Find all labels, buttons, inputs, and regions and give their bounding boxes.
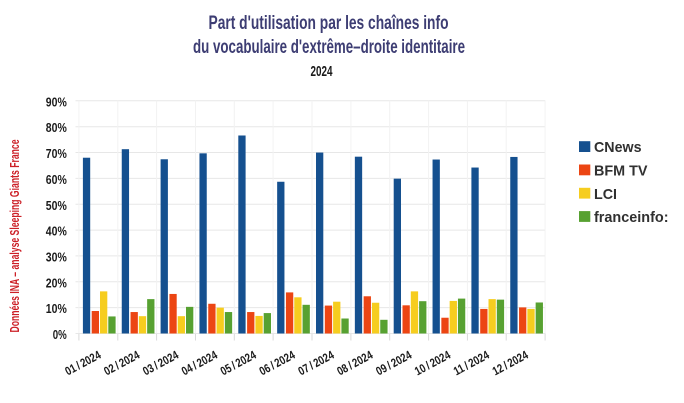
svg-text:30%: 30% <box>46 250 67 264</box>
svg-text:du vocabulaire d'extrême–droit: du vocabulaire d'extrême–droite identita… <box>193 36 465 58</box>
svg-text:BFM TV: BFM TV <box>594 163 648 180</box>
svg-text:50%: 50% <box>46 199 67 213</box>
svg-text:2024: 2024 <box>311 64 333 80</box>
svg-text:40%: 40% <box>46 225 67 239</box>
svg-text:Données INA – analyse Sleeping: Données INA – analyse Sleeping Giants Fr… <box>8 139 22 332</box>
svg-text:20%: 20% <box>46 276 67 290</box>
svg-text:10%: 10% <box>46 302 67 316</box>
svg-text:franceinfo:: franceinfo: <box>594 209 669 226</box>
svg-text:0%: 0% <box>53 328 67 342</box>
svg-text:90%: 90% <box>46 95 67 109</box>
svg-text:Part d'utilisation par les cha: Part d'utilisation par les chaînes info <box>209 12 449 34</box>
svg-text:80%: 80% <box>46 121 67 135</box>
svg-text:CNews: CNews <box>594 139 642 156</box>
svg-text:70%: 70% <box>46 147 67 161</box>
svg-text:60%: 60% <box>46 173 67 187</box>
svg-text:LCI: LCI <box>594 186 617 203</box>
